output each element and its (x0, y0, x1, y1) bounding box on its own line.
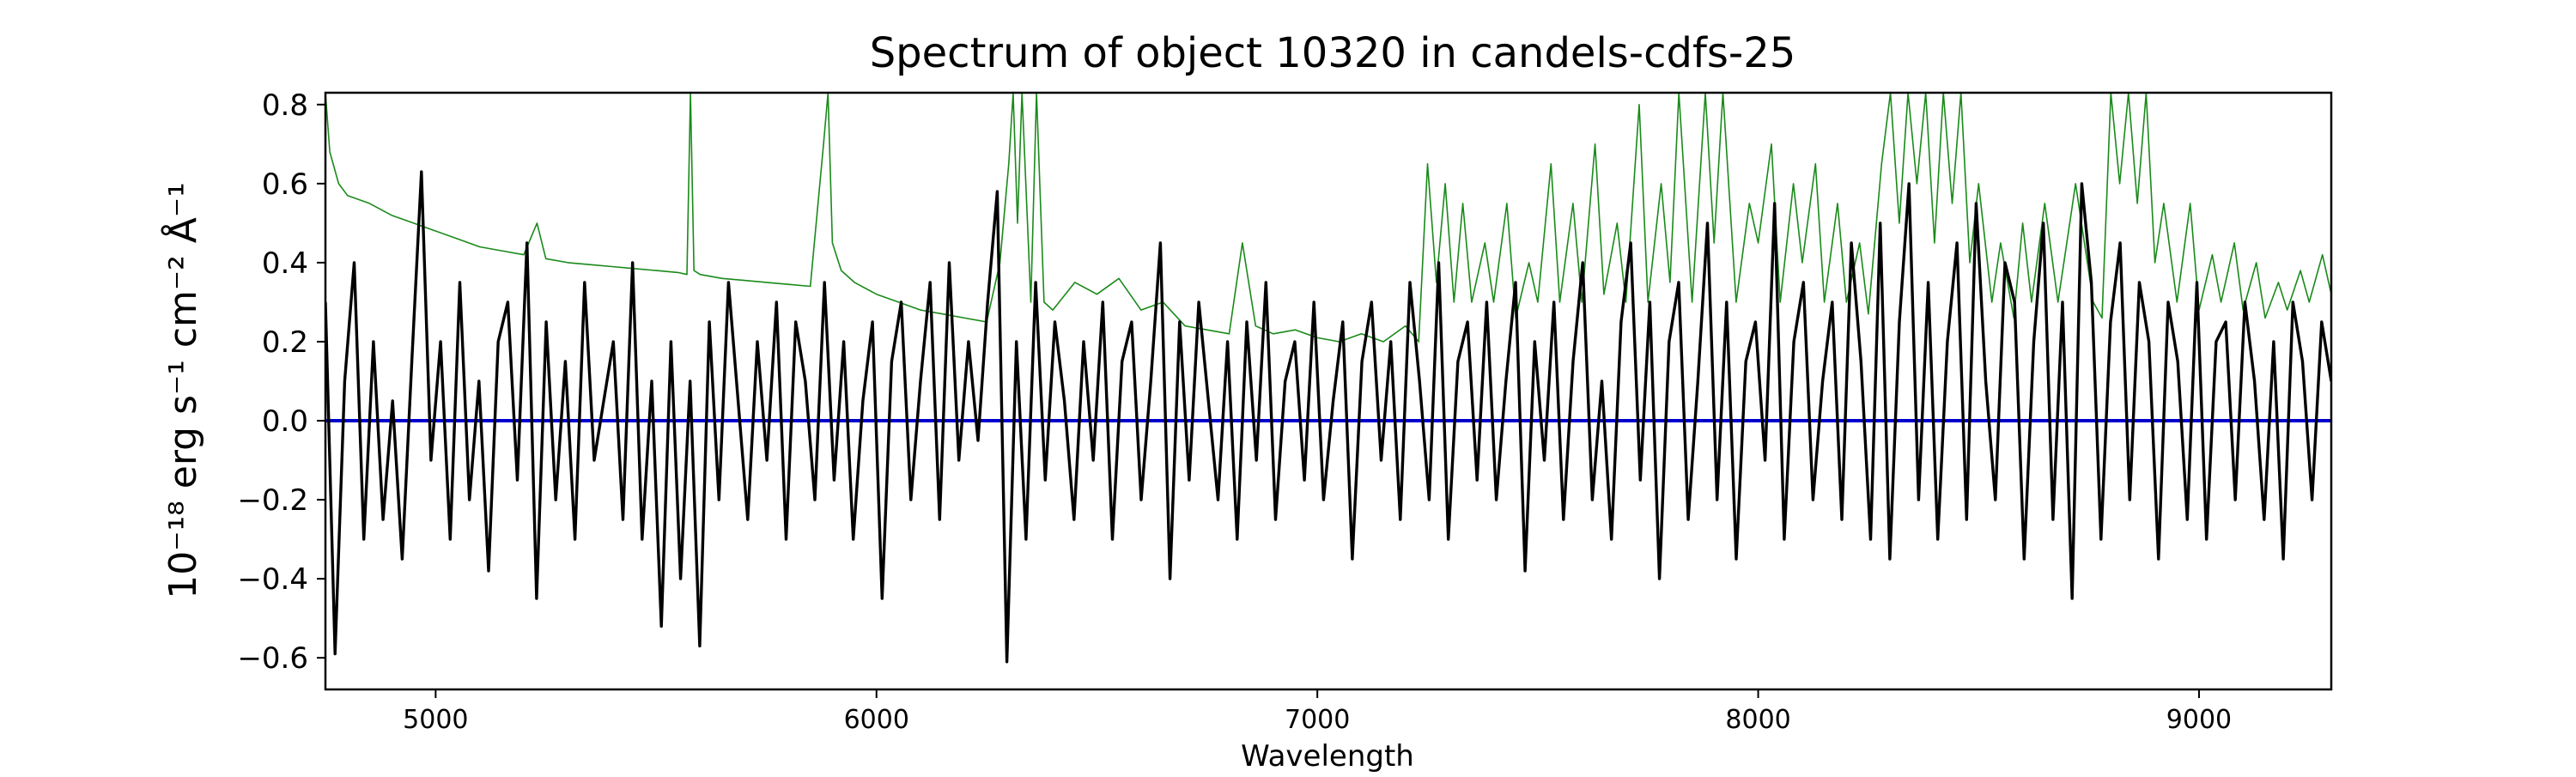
flux-spectrum-line (325, 170, 2331, 664)
x-tick-label: 9000 (2166, 705, 2232, 735)
x-tick-label: 6000 (844, 705, 909, 735)
error-spectrum-line (325, 93, 2331, 343)
y-axis: −0.6 −0.4 −0.2 0.0 0.2 0.4 0.6 0.8 (237, 88, 325, 676)
x-tick-label: 8000 (1725, 705, 1790, 735)
x-axis: 5000 6000 7000 8000 9000 (403, 689, 2232, 735)
y-tick-label: 0.8 (262, 88, 308, 123)
x-axis-label: Wavelength (1241, 739, 1414, 773)
y-tick-label: 0.4 (262, 246, 308, 281)
x-tick-label: 7000 (1285, 705, 1350, 735)
y-tick-label: −0.2 (237, 483, 308, 518)
y-tick-label: −0.4 (237, 562, 308, 597)
chart-title: Spectrum of object 10320 in candels-cdfs… (870, 29, 1796, 77)
y-axis-label: 10⁻¹⁸ erg s⁻¹ cm⁻² Å⁻¹ (160, 182, 205, 598)
plot-frame (324, 91, 2333, 691)
x-tick-label: 5000 (403, 705, 468, 735)
y-tick-label: 0.6 (262, 167, 308, 202)
y-tick-label: −0.6 (237, 641, 308, 676)
y-tick-label: 0.2 (262, 325, 308, 360)
y-tick-label: 0.0 (262, 404, 308, 439)
